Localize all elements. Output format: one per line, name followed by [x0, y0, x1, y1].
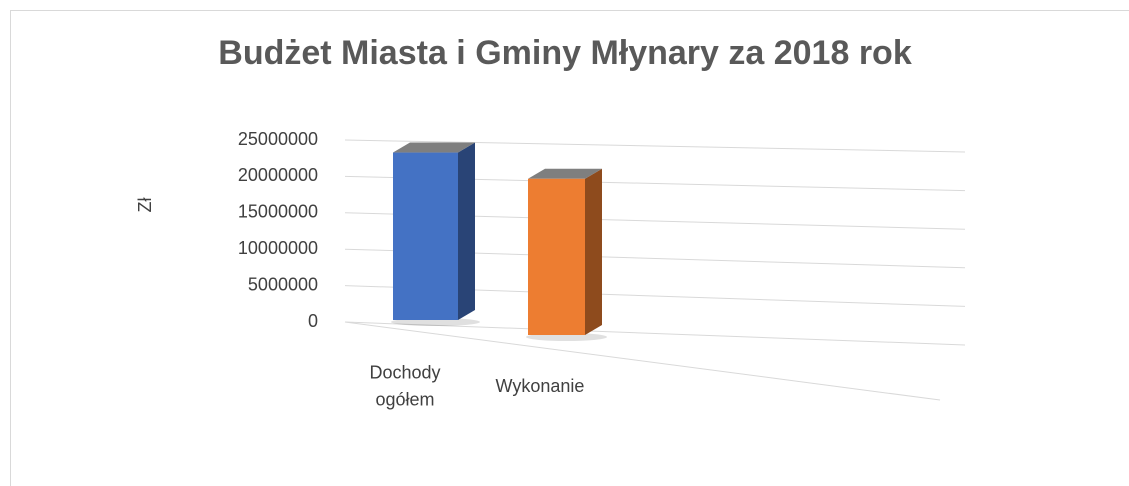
y-tick-label: 20000000 — [238, 165, 318, 185]
x-tick-label: Wykonanie — [496, 376, 585, 396]
y-tick-label: 15000000 — [238, 202, 318, 222]
y-tick-label: 10000000 — [238, 238, 318, 258]
bar-top — [528, 168, 602, 179]
bar-side — [458, 142, 475, 320]
y-tick-label: 5000000 — [248, 274, 318, 294]
bar-top — [393, 142, 475, 153]
x-tick-label: Dochody ogółem — [369, 362, 440, 409]
bar — [528, 178, 585, 335]
floor-edge — [344, 321, 941, 401]
bar-side — [585, 168, 602, 335]
grid-line — [344, 321, 966, 346]
y-tick-label: 0 — [308, 311, 318, 331]
bar — [393, 152, 458, 320]
y-axis-title: Zł — [135, 198, 155, 213]
chart-title: Budżet Miasta i Gminy Młynary za 2018 ro… — [218, 34, 912, 72]
grid-line — [344, 139, 966, 153]
y-tick-label: 25000000 — [238, 129, 318, 149]
